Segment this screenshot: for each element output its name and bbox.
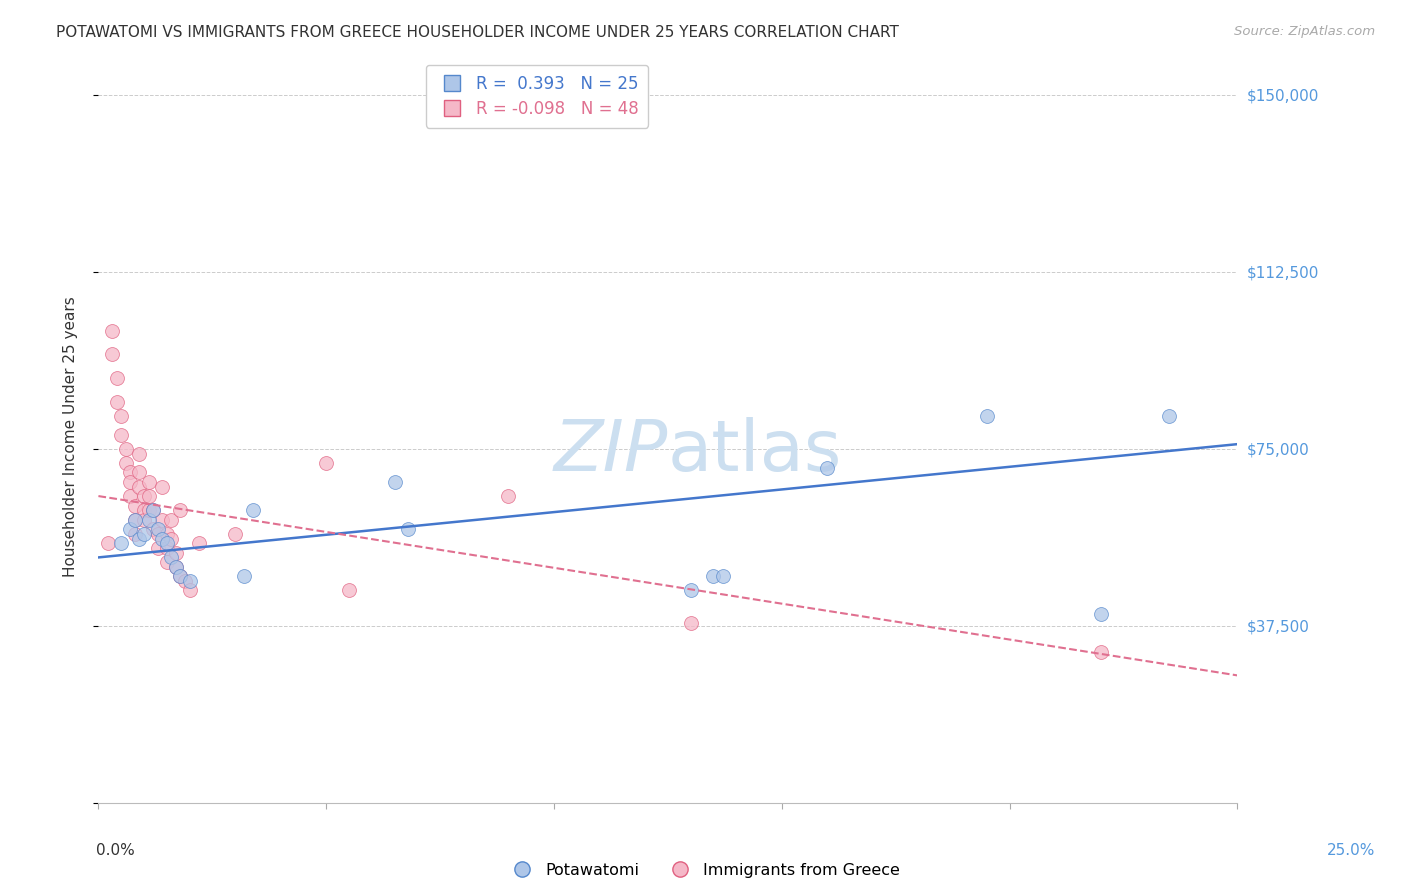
Point [1090, 645, 1112, 659]
Text: Source: ZipAtlas.com: Source: ZipAtlas.com [1234, 25, 1375, 38]
Point [337, 583, 360, 598]
Point [124, 526, 146, 541]
Point [315, 456, 337, 470]
Point [138, 503, 160, 517]
Point [976, 409, 998, 423]
Text: ZIP: ZIP [554, 417, 668, 486]
Point [242, 503, 264, 517]
Point [132, 526, 155, 541]
Point [105, 371, 128, 385]
Point [101, 324, 124, 338]
Point [156, 555, 179, 569]
Point [138, 475, 160, 489]
Point [156, 536, 179, 550]
Text: 0.0%: 0.0% [96, 843, 135, 858]
Point [679, 616, 702, 631]
Y-axis label: Householder Income Under 25 years: Householder Income Under 25 years [63, 297, 77, 577]
Point [1090, 607, 1112, 621]
Point [169, 503, 191, 517]
Point [150, 480, 173, 494]
Point [132, 503, 155, 517]
Point [702, 569, 724, 583]
Point [128, 466, 150, 480]
Point [120, 466, 142, 480]
Point [165, 546, 187, 560]
Point [120, 522, 142, 536]
Point [711, 569, 734, 583]
Legend: Potawatomi, Immigrants from Greece: Potawatomi, Immigrants from Greece [499, 856, 907, 884]
Point [138, 489, 160, 503]
Point [110, 427, 132, 442]
Point [233, 569, 256, 583]
Point [142, 503, 165, 517]
Point [179, 583, 201, 598]
Point [128, 447, 150, 461]
Point [132, 489, 155, 503]
Point [160, 532, 183, 546]
Point [156, 526, 179, 541]
Point [124, 499, 146, 513]
Text: POTAWATOMI VS IMMIGRANTS FROM GREECE HOUSEHOLDER INCOME UNDER 25 YEARS CORRELATI: POTAWATOMI VS IMMIGRANTS FROM GREECE HOU… [56, 25, 898, 40]
Point [384, 475, 406, 489]
Point [146, 522, 169, 536]
Text: 25.0%: 25.0% [1327, 843, 1375, 858]
Point [120, 489, 142, 503]
Point [815, 460, 838, 475]
Point [179, 574, 201, 588]
Point [224, 526, 246, 541]
Point [160, 550, 183, 565]
Point [128, 480, 150, 494]
Legend: R =  0.393   N = 25, R = -0.098   N = 48: R = 0.393 N = 25, R = -0.098 N = 48 [426, 65, 648, 128]
Point [187, 536, 209, 550]
Point [142, 522, 165, 536]
Point [396, 522, 419, 536]
Point [128, 532, 150, 546]
Point [169, 569, 191, 583]
Point [498, 489, 520, 503]
Point [160, 513, 183, 527]
Point [150, 532, 173, 546]
Point [124, 513, 146, 527]
Text: atlas: atlas [668, 417, 842, 486]
Point [174, 574, 197, 588]
Point [165, 559, 187, 574]
Point [679, 583, 702, 598]
Point [114, 442, 136, 456]
Point [105, 394, 128, 409]
Point [120, 475, 142, 489]
Point [146, 526, 169, 541]
Point [138, 513, 160, 527]
Point [110, 409, 132, 423]
Point [124, 513, 146, 527]
Point [110, 536, 132, 550]
Point [156, 541, 179, 555]
Point [101, 347, 124, 361]
Point [114, 456, 136, 470]
Point [96, 536, 118, 550]
Point [150, 513, 173, 527]
Point [165, 559, 187, 574]
Point [1157, 409, 1180, 423]
Point [142, 503, 165, 517]
Point [146, 541, 169, 555]
Point [169, 569, 191, 583]
Point [132, 513, 155, 527]
